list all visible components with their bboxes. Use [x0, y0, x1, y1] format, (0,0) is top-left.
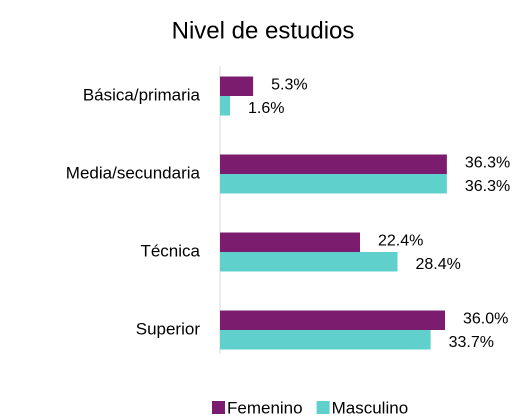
bar	[220, 310, 445, 330]
bar	[220, 154, 447, 174]
value-label: 33.7%	[449, 334, 494, 351]
value-label: 36.0%	[463, 310, 508, 327]
value-label: 5.3%	[271, 76, 307, 93]
category-label: Superior	[136, 319, 201, 338]
value-label: 36.3%	[465, 154, 510, 171]
category-label: Media/secundaria	[66, 163, 201, 182]
legend-swatch	[316, 401, 330, 414]
bar	[220, 96, 230, 116]
value-label: 36.3%	[465, 178, 510, 195]
category-label: Básica/primaria	[83, 85, 201, 104]
value-label: 28.4%	[416, 256, 461, 273]
value-label: 22.4%	[378, 232, 423, 249]
legend-label: Femenino	[227, 398, 303, 417]
bar	[220, 252, 398, 272]
bar	[220, 330, 431, 350]
bar	[220, 232, 360, 252]
category-label: Técnica	[140, 241, 200, 260]
legend-swatch	[212, 401, 225, 414]
bar	[220, 174, 447, 194]
legend-label: Masculino	[332, 398, 409, 417]
chart-title: Nivel de estudios	[172, 17, 355, 44]
bar	[220, 76, 254, 96]
value-label: 1.6%	[248, 100, 284, 117]
